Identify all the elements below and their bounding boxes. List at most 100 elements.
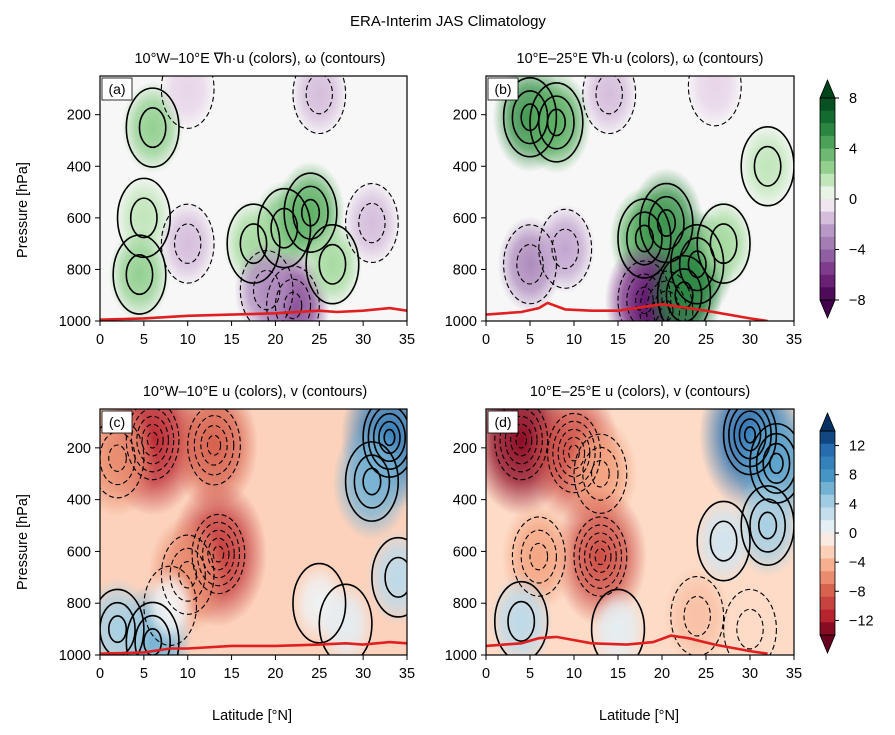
colorbar-0-segment [820,249,835,263]
panel-a-contours [112,76,399,321]
panel-c-contour [134,614,171,655]
colorbar-0-tick-label: 0 [849,192,857,208]
colorbar-1-segment [820,533,835,547]
colorbar-0-top-arrow [819,78,836,99]
panel-b-contour [538,208,593,289]
colorbar-0-segment [820,173,835,187]
panel-a-fill-feature [108,228,171,321]
panel-d-contour [738,418,762,452]
colorbar-1-tick-label: −12 [849,613,874,629]
panel-a-xtick-label: 5 [140,332,148,348]
panel-d-xtick-label: 15 [610,666,626,682]
panel-d-xtick-label: 5 [526,666,534,682]
panel-b-contour [529,82,584,163]
colorbar-1-tick-label: 12 [849,439,865,455]
panel-d-xlabel: Latitude [°N] [599,708,679,724]
panel-a-ytick-label: 400 [67,159,91,175]
colorbar-0-segment [820,236,835,250]
panel-a-contour [305,76,333,115]
panel-d-contour [547,412,601,494]
colorbar-0-segment [820,123,835,137]
panel-a-contour [116,177,171,259]
panel-a-fill-layer [108,76,401,321]
panel-c-xtick-label: 35 [399,666,415,682]
panel-d-contour [769,452,784,475]
panel-b-xtick-label: 35 [786,332,802,348]
colorbar-1-segment [820,520,835,534]
panel-c-title: 10°W–10°E u (colors), v (contours) [143,384,367,400]
panel-c: 10°W–10°E u (colors), v (contours) (c) 0 5… [59,384,415,682]
colorbar-1-tick-label: 8 [849,468,857,484]
panel-c-xtick-label: 0 [96,666,104,682]
panel-a-label: (a) [101,77,133,101]
panel-b-contour [617,260,672,321]
panel-d-contour [573,516,628,597]
panel-a-label-box [101,77,133,101]
colorbar-0-segment [820,287,835,301]
panel-d-contour [755,432,794,494]
panel-c-contour [131,409,175,473]
colorbar-0-segment [820,262,835,276]
panel-d-contour [762,442,791,484]
colorbar-0-tick-label: 8 [849,91,857,107]
panel-b-contour [652,290,681,321]
colorbar-1-segment [820,609,835,623]
panel-c-fill-feature [318,582,374,655]
panel-c-contour [353,454,391,509]
panel-c-xtick-label: 10 [180,666,196,682]
panel-b-contour [656,209,677,237]
panel-b-frame [485,75,795,322]
colorbar-0-segment [820,211,835,225]
panel-b-surface-group [486,301,768,321]
panel-c-ylabel: Pressure [hPa] [15,494,31,590]
panel-b-xtick-label: 5 [526,332,534,348]
panel-d-contour [584,532,617,581]
panel-b-contour [626,273,663,321]
panel-b-fill-feature [687,76,743,128]
colorbar-1-segment [820,469,835,483]
colorbar-1-segment [820,482,835,496]
panel-a-plot: (a) 0 5 10 15 20 25 30 35 200 400 600 800 1000 [59,75,415,348]
colorbar-divergence: 8 4 0 −4 −8 [819,78,866,320]
panel-a-ytick-label: 1000 [59,314,91,330]
panel-c-contour [169,547,206,602]
panel-d-contour [510,423,533,457]
panel-a: 10°W–10°E ∇h·u (colors), ω (contours) (a… [59,51,415,348]
panel-d-label: (d) [487,410,519,434]
colorbar-1-segment [820,545,835,559]
panel-d-label-text: (d) [494,414,511,430]
panel-d-contour [562,436,586,470]
panel-d-contour [529,542,549,571]
panel-d-fill-feature [488,573,554,655]
panel-a-surface-group [100,306,407,321]
panel-a-contour [239,250,294,321]
colorbar-0-bottom-arrow [819,299,836,320]
panel-d-contour [590,588,646,655]
panel-b-contour [656,254,712,321]
panel-b-label-text: (b) [494,81,511,97]
colorbar-0-segment [820,224,835,238]
colorbar-1-segment [820,431,835,445]
panel-a-contour [274,278,312,321]
panel-b-contour [551,228,579,270]
panel-b-surface-line [486,301,768,321]
panel-c-label-box [101,410,133,434]
panel-b-fill-feature [738,123,794,210]
panel-d-contour [578,524,623,589]
colorbar-0-segment [820,148,835,162]
panel-c-contour [160,534,215,615]
panel-c-ytick-label: 1000 [59,648,91,664]
panel-d-fill-feature [693,496,754,586]
panel-c-contour [292,562,347,644]
panel-a-fill-feature [234,242,299,321]
panel-b-ytick-label: 200 [453,108,477,124]
panel-c-contour [384,556,407,598]
panel-b-contour [546,108,567,137]
panel-d-fill-feature [590,587,646,655]
panel-c-fill-feature [170,409,258,511]
panel-d-contour [589,540,612,573]
panel-c-contour [136,415,169,465]
panel-a-frame [99,75,408,322]
panel-c-contour [193,414,235,476]
panel-c-frame [99,408,408,656]
